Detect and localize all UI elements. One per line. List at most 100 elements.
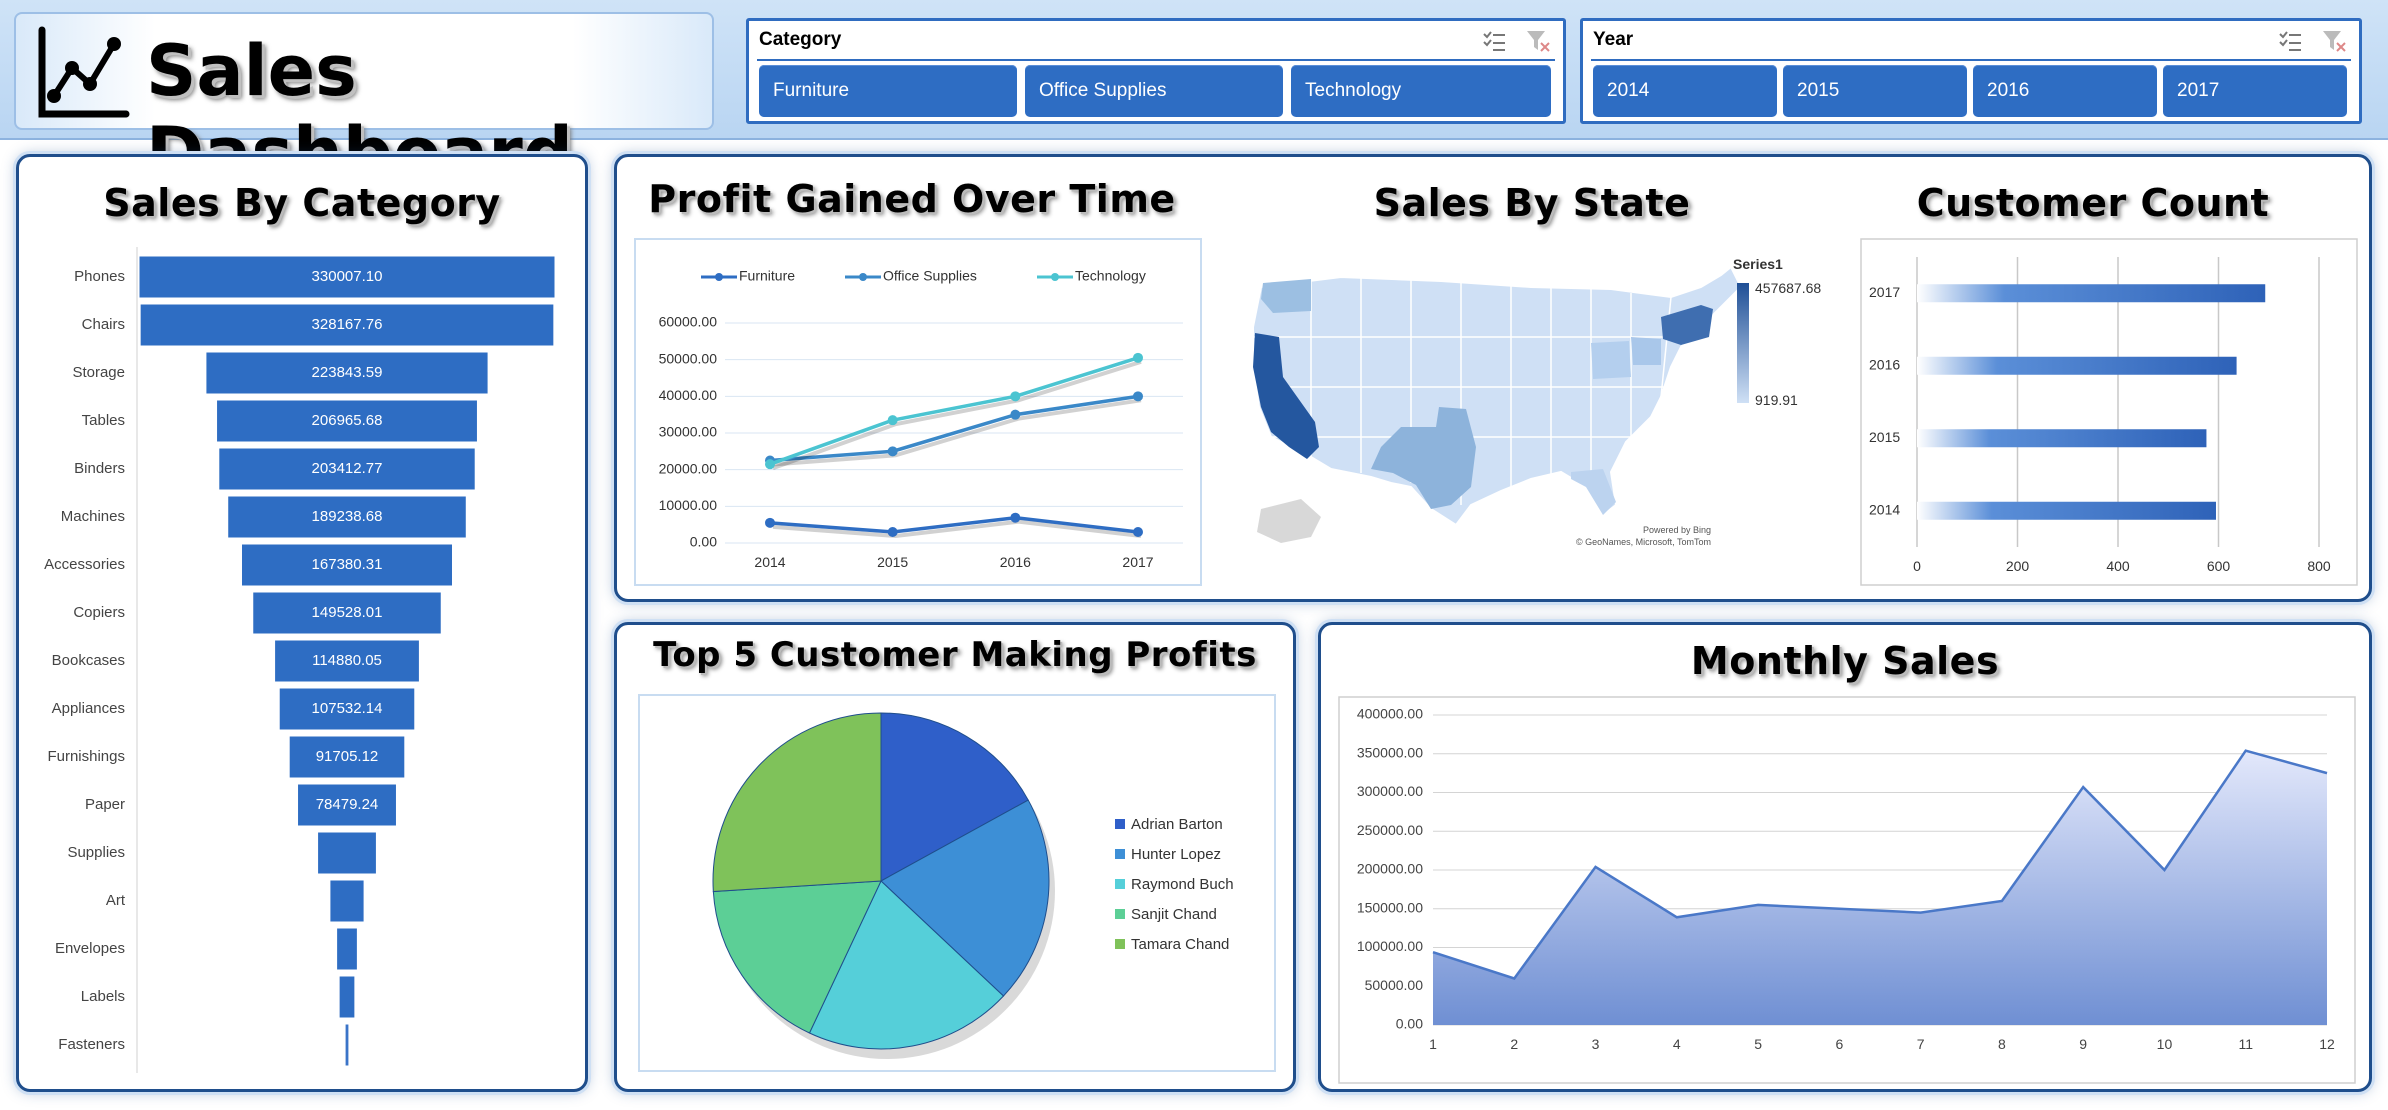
monthly-y-tick: 300000.00	[1357, 783, 1423, 799]
category-tick-label: Phones	[74, 268, 125, 285]
category-bar-label: 78479.24	[316, 796, 379, 813]
customer-x-tick: 200	[2006, 558, 2030, 574]
slicer-divider	[757, 59, 1555, 61]
profit-over-time-chart: 0.00 10000.00 20000.00 30000.00 40000.00 5000…	[634, 238, 1202, 586]
category-tick-label: Storage	[72, 364, 125, 381]
monthly-sales-title: Monthly Sales	[1690, 639, 2000, 683]
profit-series-point	[1010, 391, 1021, 402]
category-bar-label: 149528.01	[312, 604, 383, 621]
category-bar	[227, 495, 467, 539]
category-button-office-supplies[interactable]: Office Supplies	[1025, 65, 1283, 117]
profit-y-tick: 0.00	[690, 534, 717, 550]
monthly-y-tick: 150000.00	[1357, 899, 1423, 915]
clear-filter-icon[interactable]	[1525, 28, 1551, 54]
profit-series-shadow	[772, 398, 1142, 467]
customer-count-chart: 0 200 400 600 800 2017 2016 2015 2014	[1860, 238, 2358, 586]
category-button-technology[interactable]: Technology	[1291, 65, 1551, 117]
monthly-x-tick: 5	[1754, 1036, 1762, 1052]
profit-series-point	[887, 415, 898, 426]
monthly-y-tick: 350000.00	[1357, 744, 1423, 760]
profit-x-tick: 2016	[1000, 554, 1031, 570]
profit-x-tick: 2015	[877, 554, 908, 570]
monthly-x-tick: 4	[1673, 1036, 1681, 1052]
monthly-x-tick: 3	[1592, 1036, 1600, 1052]
monthly-x-tick: 1	[1429, 1036, 1437, 1052]
customer-bar	[1917, 356, 2237, 375]
profit-x-tick: 2014	[754, 554, 785, 570]
profit-legend-label: Technology	[1075, 268, 1146, 284]
profit-y-tick: 30000.00	[659, 424, 718, 440]
monthly-sales-chart: 0.00 50000.00 100000.00 150000.00 200000.00 2…	[1338, 696, 2356, 1084]
pie-slice	[808, 880, 1005, 1050]
multi-select-icon[interactable]	[1481, 28, 1507, 54]
category-bar-label: 223843.59	[312, 364, 383, 381]
category-bar	[252, 591, 442, 635]
map-credit-sources: © GeoNames, Microsoft, TomTom	[1576, 537, 1711, 547]
pie-slice	[712, 880, 882, 1034]
pie-legend-swatch	[1115, 909, 1125, 919]
pie-legend-swatch	[1115, 879, 1125, 889]
customer-x-tick: 400	[2106, 558, 2130, 574]
category-bar	[218, 447, 476, 491]
category-bar	[338, 975, 356, 1019]
pie-legend-label: Sanjit Chand	[1131, 906, 1217, 923]
top5-customers-panel: Top 5 Customer Making Profits Adrian Bar…	[614, 622, 1296, 1092]
category-tick-label: Art	[106, 892, 126, 909]
monthly-y-tick: 200000.00	[1357, 861, 1423, 877]
customer-x-tick: 0	[1913, 558, 1921, 574]
map-legend-max: 457687.68	[1755, 280, 1821, 296]
profit-y-tick: 10000.00	[659, 497, 718, 513]
category-bar	[329, 879, 365, 923]
customer-y-tick: 2016	[1869, 356, 1900, 372]
sales-by-category-title: Sales By Category	[103, 181, 501, 225]
multi-select-icon[interactable]	[2277, 28, 2303, 54]
year-button-2016[interactable]: 2016	[1973, 65, 2157, 117]
customer-y-tick: 2017	[1869, 284, 1900, 300]
profit-series-point	[765, 517, 775, 528]
profit-series-shadow	[772, 359, 1142, 471]
category-bar-label: 206965.68	[312, 412, 383, 429]
header-bar: Sales Dashboard Category Furniture Offic…	[0, 0, 2388, 194]
monthly-y-tick: 50000.00	[1365, 977, 1424, 993]
monthly-x-tick: 8	[1998, 1036, 2006, 1052]
category-tick-label: Bookcases	[52, 652, 125, 669]
category-bar-label: 330007.10	[312, 268, 383, 285]
year-button-2015[interactable]: 2015	[1783, 65, 1967, 117]
category-button-furniture[interactable]: Furniture	[759, 65, 1017, 117]
category-tick-label: Envelopes	[55, 940, 125, 957]
category-bar	[205, 351, 489, 395]
category-tick-label: Appliances	[52, 700, 125, 717]
customer-x-tick: 800	[2307, 558, 2331, 574]
category-tick-label: Paper	[85, 796, 125, 813]
monthly-x-tick: 9	[2079, 1036, 2087, 1052]
category-tick-label: Accessories	[44, 556, 125, 573]
us-map-shape	[1252, 265, 1743, 543]
monthly-area	[1433, 750, 2327, 1025]
category-bar	[317, 831, 377, 875]
profit-legend-marker	[715, 273, 723, 281]
customer-y-tick: 2014	[1869, 501, 1900, 517]
pie-slice	[880, 799, 1050, 997]
profit-series-point	[1133, 527, 1143, 537]
customer-bar	[1917, 501, 2216, 520]
profit-series-point	[1010, 409, 1021, 420]
year-button-2017[interactable]: 2017	[2163, 65, 2347, 117]
category-bar-label: 167380.31	[312, 556, 383, 573]
category-bar	[278, 687, 416, 731]
profit-over-time-title: Profit Gained Over Time	[648, 177, 1176, 221]
pie-slice	[880, 712, 1029, 882]
customer-y-tick: 2015	[1869, 429, 1900, 445]
profit-legend-label: Furniture	[739, 268, 795, 284]
map-legend-min: 919.91	[1755, 392, 1798, 408]
category-tick-label: Supplies	[67, 844, 125, 861]
category-tick-label: Furnishings	[47, 748, 125, 765]
sales-by-category-panel: Sales By Category Phones 330007.10 Chairs 3…	[16, 154, 588, 1092]
profit-x-tick: 2017	[1122, 554, 1153, 570]
clear-filter-icon[interactable]	[2321, 28, 2347, 54]
profit-series-line	[769, 356, 1139, 466]
pie-slice	[712, 712, 882, 893]
profit-y-tick: 40000.00	[659, 387, 718, 403]
monthly-x-tick: 6	[1835, 1036, 1843, 1052]
year-button-2014[interactable]: 2014	[1593, 65, 1777, 117]
map-legend-scale	[1737, 283, 1749, 403]
